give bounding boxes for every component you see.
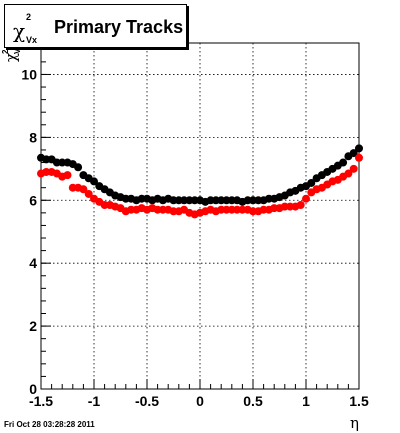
y-axis-title-superscript: 2	[1, 49, 10, 54]
x-axis-title: η	[350, 414, 359, 432]
y-tick-label: 0	[29, 381, 37, 397]
axis-ticks	[40, 48, 360, 390]
x-tick-labels: -1.5 -1 -0.5 0 0.5 1 1.5	[29, 393, 369, 409]
data-point-series-2	[349, 164, 358, 173]
data-point-series-1	[74, 163, 83, 172]
data-point-series-1	[339, 158, 348, 167]
y-tick-labels: 0 2 4 6 8 10	[21, 66, 37, 397]
data-markers	[37, 144, 363, 219]
data-point-series-1	[349, 149, 358, 158]
chi-superscript: 2	[26, 12, 32, 22]
data-point-series-2	[302, 194, 310, 203]
data-point-series-2	[84, 189, 93, 198]
x-tick-label: -1.5	[29, 393, 53, 409]
y-tick-label: 6	[29, 192, 37, 208]
chi-subscript: Vx	[26, 35, 38, 45]
y-tick-label: 2	[29, 318, 37, 334]
x-tick-label: 0.5	[243, 393, 263, 409]
data-point-series-2	[296, 200, 305, 209]
data-point-series-1	[355, 144, 363, 153]
y-tick-label: 4	[29, 255, 37, 271]
data-point-series-2	[63, 171, 72, 180]
datestamp: Fri Oct 28 03:28:28 2011	[4, 420, 95, 429]
data-point-series-2	[344, 169, 353, 178]
x-tick-label: -0.5	[135, 393, 159, 409]
chart-title-box: χ 2 Vx Primary Tracks	[4, 4, 187, 48]
x-tick-label: 0	[196, 393, 204, 409]
chi-symbol: χ	[13, 19, 26, 43]
y-tick-label: 8	[29, 129, 37, 145]
data-point-series-2	[355, 153, 363, 162]
data-point-series-1	[307, 178, 316, 187]
y-axis-title-subscript: Vx	[13, 44, 22, 54]
y-axis-title-symbol: χ	[2, 53, 20, 62]
y-axis-title: χ 2 Vx	[1, 44, 22, 62]
data-point-series-2	[79, 185, 88, 194]
chart-title: Primary Tracks	[54, 17, 184, 37]
x-tick-label: -1	[88, 393, 101, 409]
data-point-series-1	[90, 177, 98, 186]
x-tick-label: 1	[302, 393, 310, 409]
y-tick-label: 10	[21, 66, 37, 82]
x-tick-label: 1.5	[349, 393, 369, 409]
